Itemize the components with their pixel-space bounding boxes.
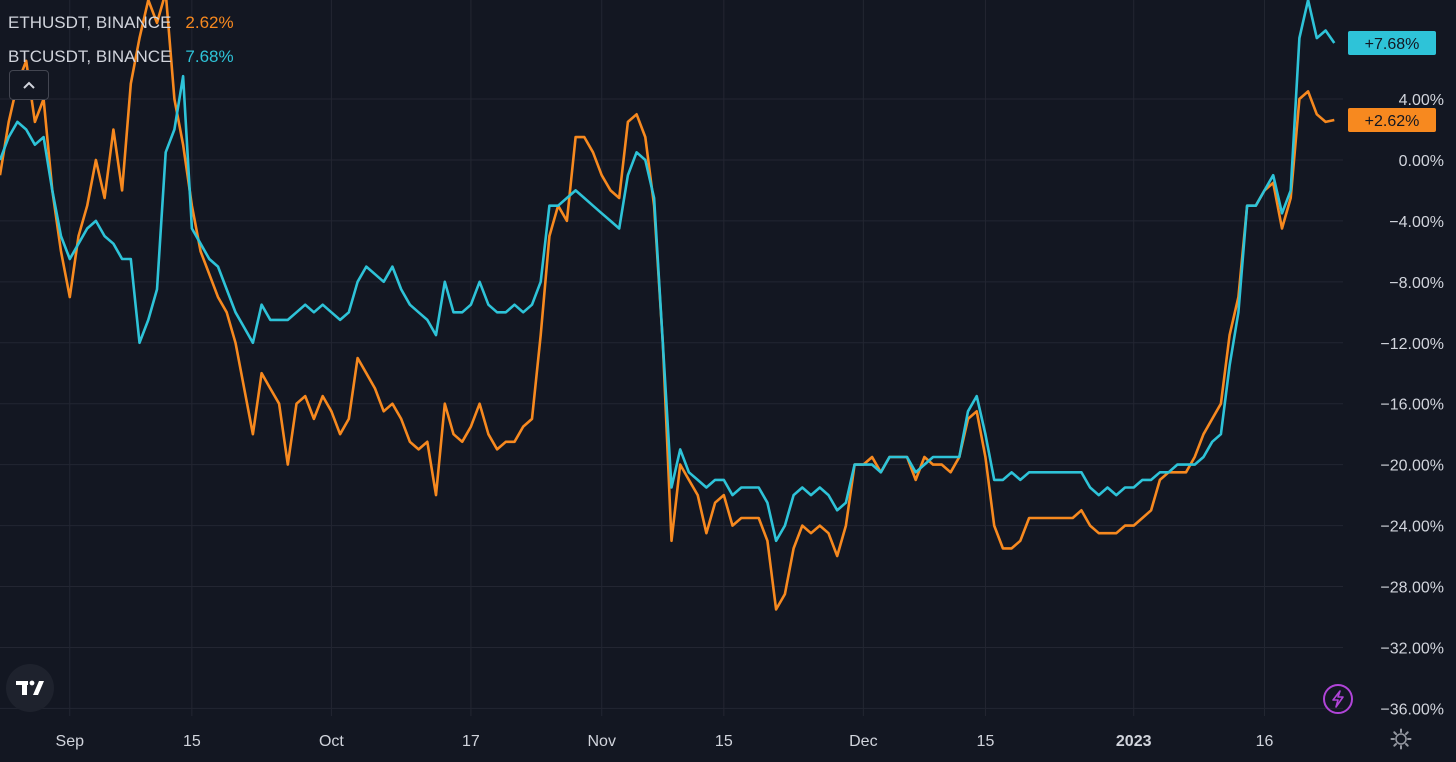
y-tick-label: −12.00%: [1380, 336, 1444, 353]
y-tick-label: −4.00%: [1389, 214, 1444, 231]
gridlines: [0, 0, 1343, 716]
y-tick-label: −8.00%: [1389, 275, 1444, 292]
y-tick-label: −36.00%: [1380, 701, 1444, 718]
chart-legend: ETHUSDT, BINANCE 2.62% BTCUSDT, BINANCE 7.…: [8, 6, 234, 74]
y-tick-label: −32.00%: [1380, 640, 1444, 657]
x-tick-label: 17: [462, 733, 480, 750]
series-layer: [0, 0, 1336, 611]
legend-change: 7.68%: [185, 47, 234, 66]
x-tick-label: Dec: [849, 733, 877, 750]
x-tick-label: 15: [977, 733, 995, 750]
y-tick-label: −24.00%: [1380, 519, 1444, 536]
x-tick-label: Sep: [56, 733, 85, 750]
svg-text:+7.68%: +7.68%: [1365, 36, 1420, 53]
y-tick-label: −20.00%: [1380, 458, 1444, 475]
lightning-icon[interactable]: [1323, 684, 1353, 714]
series-line-btc: [0, 0, 1336, 543]
y-tick-label: −28.00%: [1380, 580, 1444, 597]
legend-symbol: BTCUSDT, BINANCE: [8, 47, 172, 66]
x-tick-label: 15: [715, 733, 733, 750]
y-tick-label: 0.00%: [1399, 153, 1444, 170]
x-tick-label: 16: [1256, 733, 1274, 750]
y-tick-label: 4.00%: [1399, 92, 1444, 109]
collapse-legend-button[interactable]: [9, 70, 49, 100]
x-tick-label: Oct: [319, 733, 344, 750]
last-value-badge: +7.68%: [1348, 30, 1436, 55]
legend-change: 2.62%: [185, 13, 234, 32]
last-value-badges: +2.62% +7.68%: [1348, 30, 1436, 133]
gear-icon[interactable]: [1389, 727, 1413, 751]
series-line-eth: [0, 0, 1335, 611]
last-value-badge: +2.62%: [1348, 108, 1436, 133]
x-tick-label: Nov: [588, 733, 616, 750]
x-tick-label: 2023: [1116, 733, 1152, 750]
svg-text:+2.62%: +2.62%: [1365, 113, 1420, 130]
x-axis[interactable]: Sep 15 Oct 17 Nov 15 Dec 15 2023 16: [56, 733, 1274, 750]
legend-symbol: ETHUSDT, BINANCE: [8, 13, 172, 32]
tradingview-logo-icon[interactable]: [6, 664, 54, 712]
legend-item-eth[interactable]: ETHUSDT, BINANCE 2.62%: [8, 6, 234, 40]
x-tick-label: 15: [183, 733, 201, 750]
y-tick-label: −16.00%: [1380, 397, 1444, 414]
chevron-up-icon: [23, 81, 35, 89]
legend-item-btc[interactable]: BTCUSDT, BINANCE 7.68%: [8, 40, 234, 74]
y-axis[interactable]: 4.00% 0.00% −4.00% −8.00% −12.00% −16.00% −20.…: [1380, 92, 1444, 718]
